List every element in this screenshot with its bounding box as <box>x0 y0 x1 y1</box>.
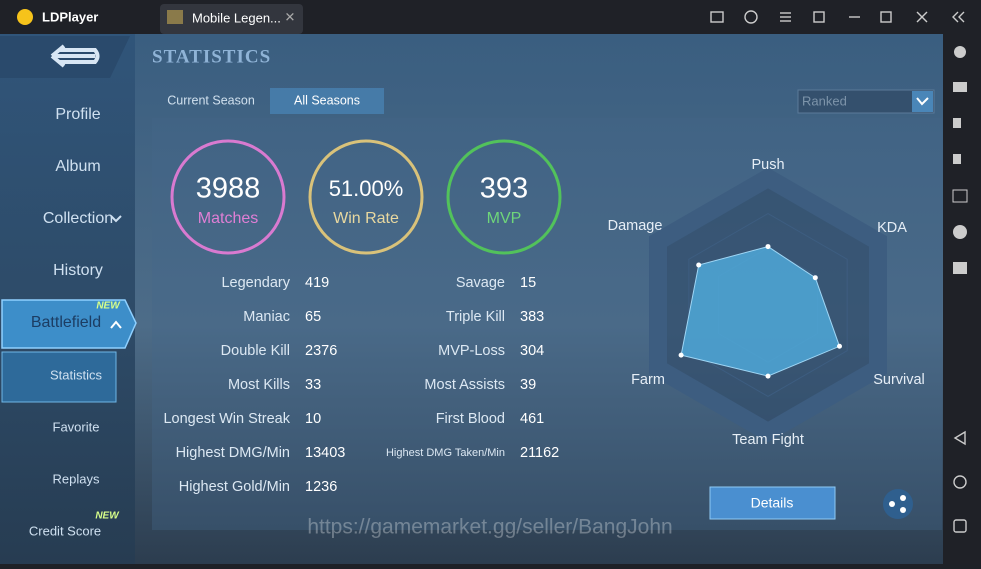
summary-label: MVP <box>487 210 522 227</box>
radar-point <box>765 373 771 379</box>
stat-label: Highest DMG Taken/Min <box>386 447 505 459</box>
stat-label: MVP-Loss <box>438 343 505 359</box>
radar-label: Push <box>751 157 784 173</box>
summary-ring <box>308 139 424 255</box>
stat-label: Savage <box>456 275 505 291</box>
dropdown-chevron <box>916 97 929 106</box>
summary-value: 393 <box>480 173 528 205</box>
stat-label: Legendary <box>221 275 290 291</box>
app-icon <box>17 9 33 25</box>
watermark: https://gamemarket.gg/seller/BangJohn <box>307 516 672 539</box>
stat-value: 13403 <box>305 445 345 461</box>
radar-point <box>812 275 818 281</box>
nav-item[interactable]: History <box>53 262 103 279</box>
stat-label: Triple Kill <box>446 309 505 325</box>
back-icon <box>50 44 100 68</box>
tab-icon <box>167 10 183 24</box>
nav-item[interactable]: Battlefield <box>31 314 101 331</box>
nav-item[interactable]: Album <box>55 158 100 175</box>
stat-value: 461 <box>520 411 544 427</box>
radar-label: Damage <box>608 218 663 234</box>
summary-value: 51.00% <box>329 176 404 201</box>
dropdown-value: Ranked <box>802 93 847 108</box>
radar-point <box>696 262 702 268</box>
nav-active <box>1 299 137 349</box>
stat-value: 383 <box>520 309 544 325</box>
stat-label: Highest Gold/Min <box>179 479 290 495</box>
stat-value: 15 <box>520 275 536 291</box>
radar-point <box>836 343 842 349</box>
season-tab[interactable]: Current Season <box>167 93 255 107</box>
stat-label: Double Kill <box>221 343 290 359</box>
nav-item[interactable]: Favorite <box>53 419 100 434</box>
dropdown-arrow <box>912 91 933 112</box>
nav-item[interactable]: Credit Score <box>29 523 101 538</box>
tab-close[interactable]: ✕ <box>285 9 296 24</box>
stat-label: Most Assists <box>424 377 505 393</box>
radar-ring <box>688 212 848 398</box>
subnav-active <box>1 351 117 403</box>
nav-item[interactable]: Statistics <box>50 367 103 382</box>
stat-value: 304 <box>520 343 544 359</box>
window-controls <box>710 10 965 24</box>
stat-label: Maniac <box>243 309 290 325</box>
title-bar <box>0 0 981 34</box>
radar-point <box>678 352 684 358</box>
stat-label: Longest Win Streak <box>163 411 290 427</box>
summary-label: Matches <box>198 210 258 227</box>
side-nav <box>0 34 135 564</box>
summary-ring <box>170 139 286 255</box>
stat-value: 33 <box>305 377 321 393</box>
stat-value: 1236 <box>305 479 337 495</box>
stat-label: Most Kills <box>228 377 290 393</box>
stat-value: 2376 <box>305 343 337 359</box>
details-button[interactable] <box>709 486 836 520</box>
radar-label: Survival <box>873 372 925 388</box>
summary-label: Win Rate <box>333 210 399 227</box>
tab[interactable] <box>160 4 303 34</box>
stat-value: 39 <box>520 377 536 393</box>
nav-item[interactable]: Collection <box>43 210 113 227</box>
tab-title: Mobile Legen... <box>192 10 281 25</box>
new-badge: NEW <box>95 511 120 522</box>
tab-active <box>270 88 384 114</box>
dropdown[interactable] <box>797 89 935 114</box>
stat-value: 10 <box>305 411 321 427</box>
summary-ring <box>446 139 562 255</box>
nav-item[interactable]: Replays <box>53 471 100 486</box>
chevron <box>110 320 122 329</box>
details-label: Details <box>751 495 794 511</box>
stat-value: 419 <box>305 275 329 291</box>
app-name: LDPlayer <box>42 9 98 24</box>
chevron <box>110 215 122 223</box>
share-icon <box>889 495 906 513</box>
side-toolbar <box>943 34 981 564</box>
page-title: STATISTICS <box>152 46 271 67</box>
radar-label: Team Fight <box>732 432 804 448</box>
radar-point <box>765 244 771 250</box>
nav-buttons <box>953 430 967 533</box>
radar-label: Farm <box>631 372 665 388</box>
season-tab[interactable]: All Seasons <box>294 93 360 107</box>
stat-label: Highest DMG/Min <box>176 445 290 461</box>
stat-value: 21162 <box>520 445 559 461</box>
nav-item[interactable]: Profile <box>55 106 100 123</box>
radar-label: KDA <box>877 220 907 236</box>
share-button[interactable] <box>883 489 913 519</box>
stat-label: First Blood <box>436 411 505 427</box>
toolbar-icons <box>952 46 968 274</box>
stat-value: 65 <box>305 309 321 325</box>
summary-value: 3988 <box>196 173 261 205</box>
new-badge: NEW <box>96 301 121 312</box>
